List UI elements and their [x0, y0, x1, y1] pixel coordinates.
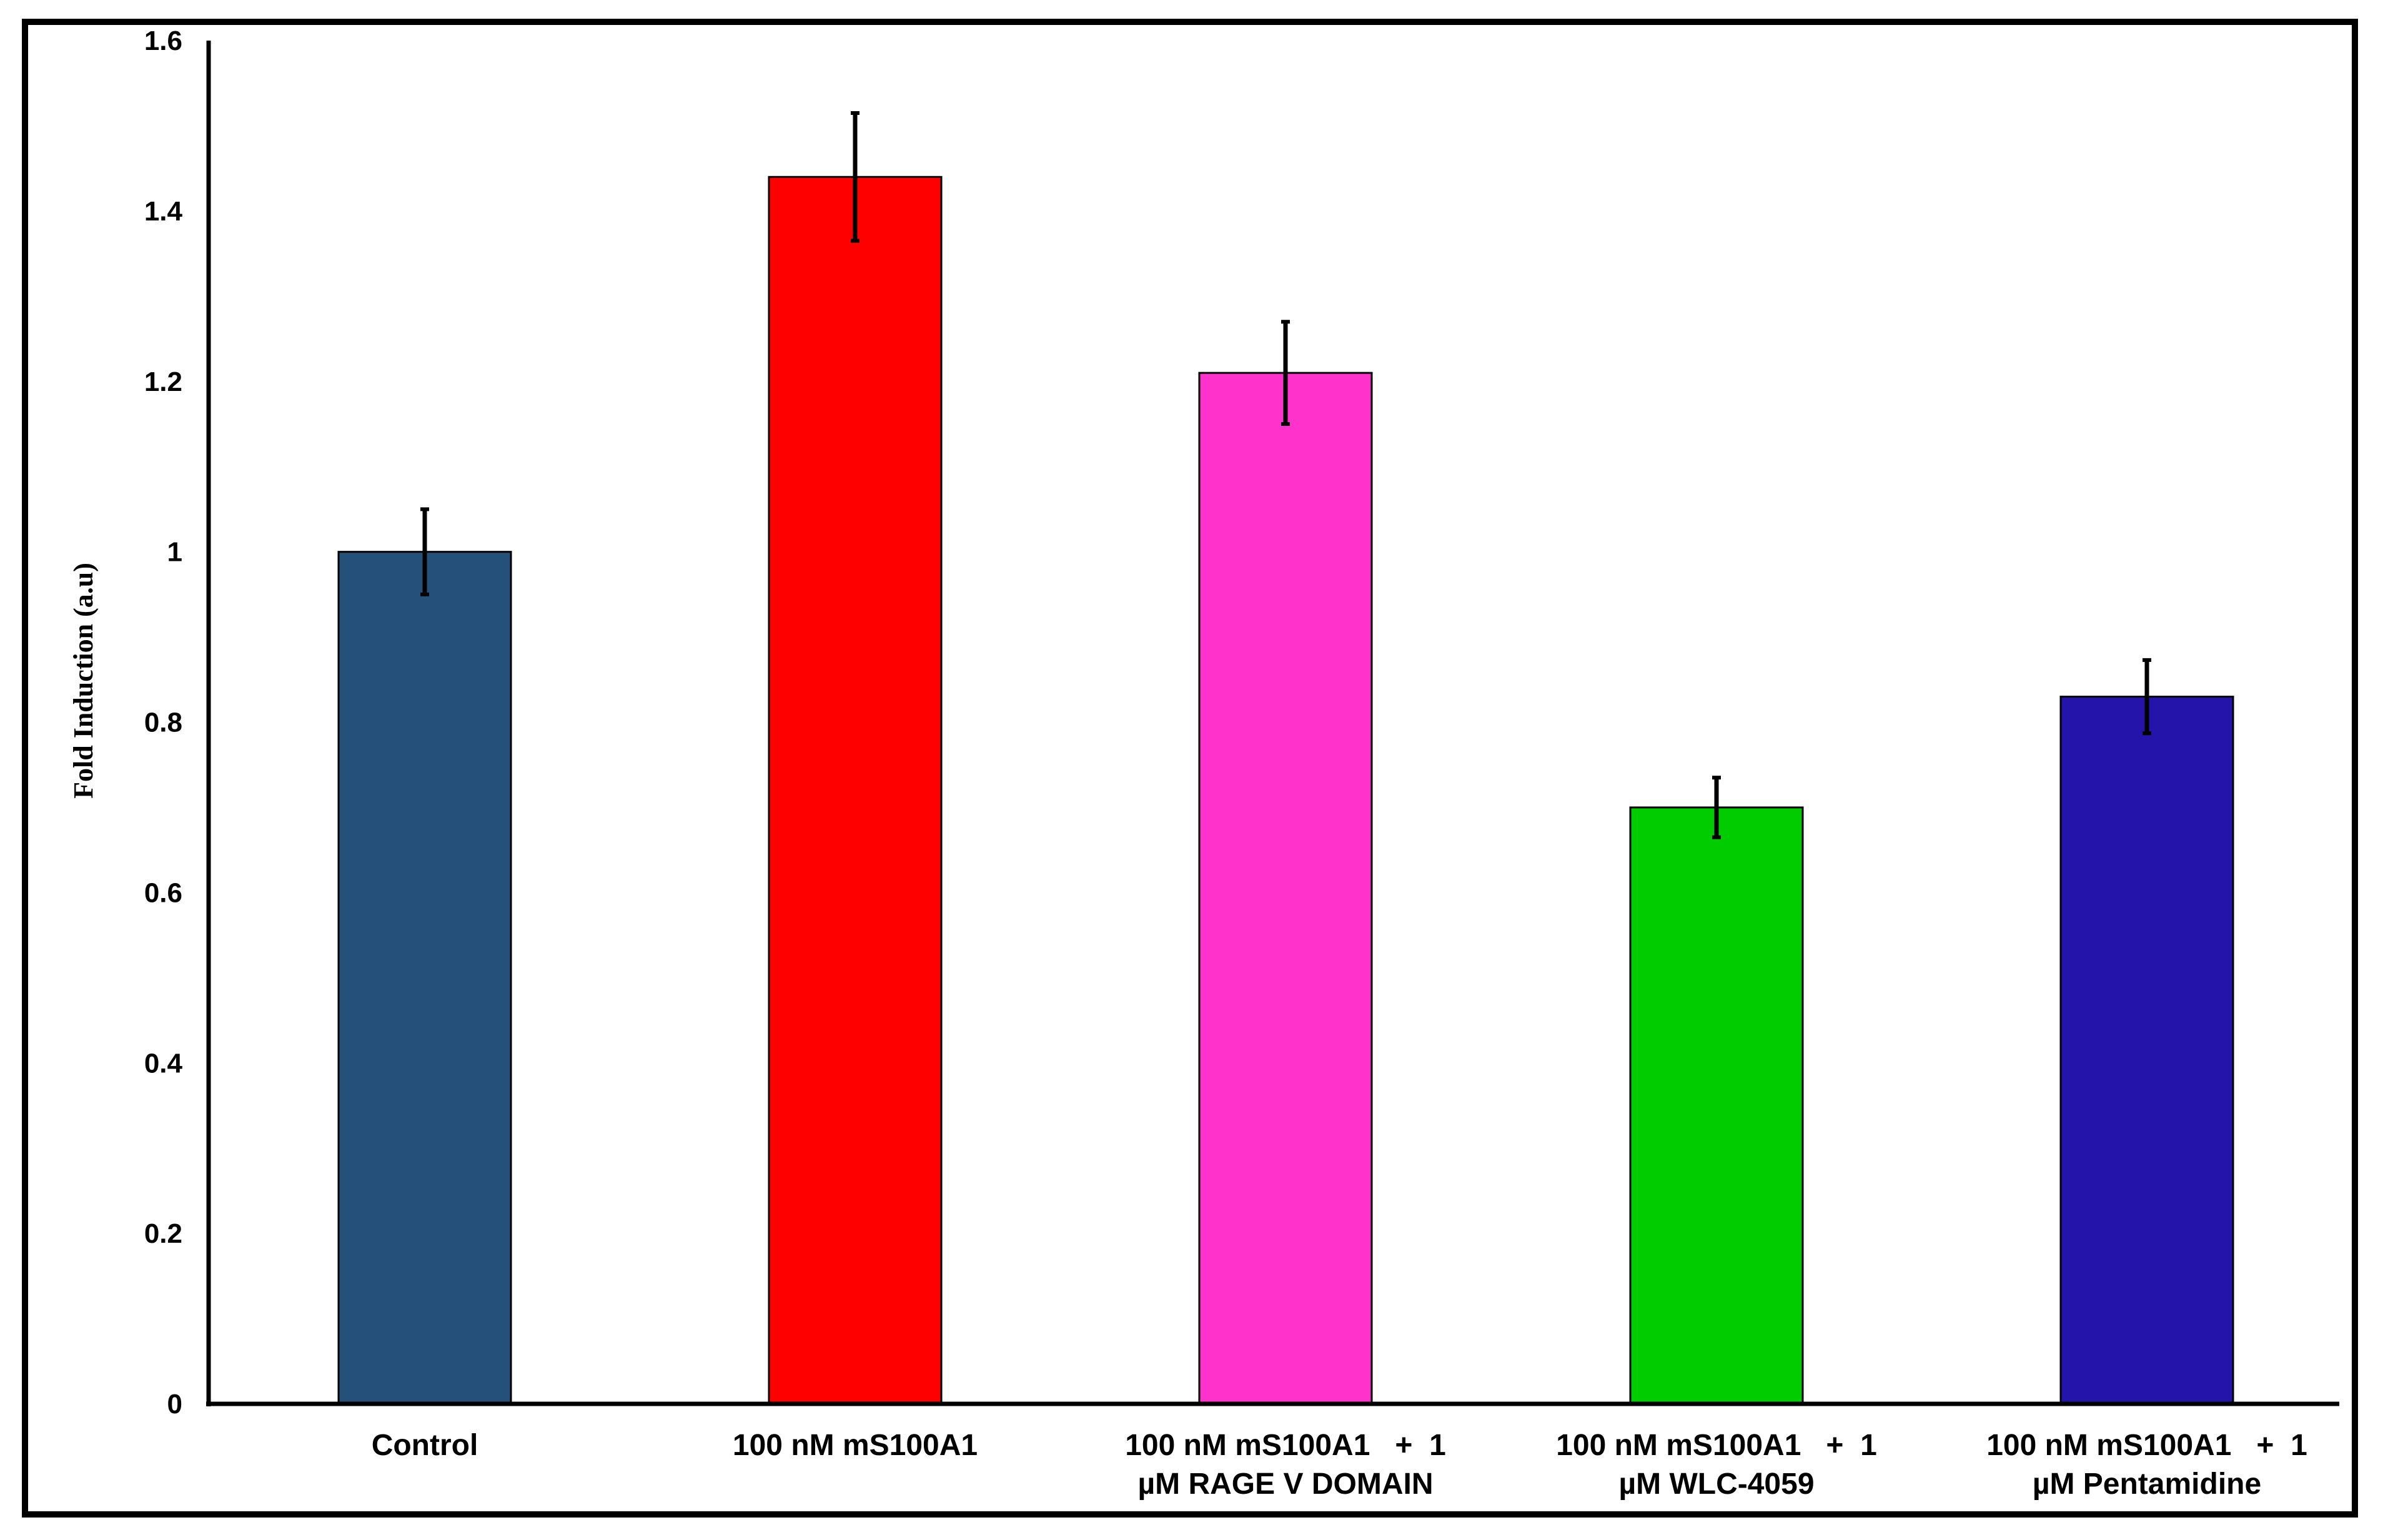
y-tick-label-8: 1.6 — [144, 26, 182, 56]
bars-layer — [337, 175, 2234, 1405]
category-label-1: 100 nM mS100A1 — [733, 1429, 978, 1462]
y-axis-title: Fold Induction (a.u) — [68, 563, 99, 799]
category-label-3-line-0: 100 nM mS100A1 + 1 — [1556, 1429, 1877, 1462]
y-tick-label-0: 0 — [167, 1389, 182, 1419]
category-label-2: 100 nM mS100A1 + 1 µM RAGE V DOMAIN — [1125, 1429, 1446, 1501]
bar-1 — [768, 175, 943, 1405]
category-label-2-line-1: µM RAGE V DOMAIN — [1138, 1468, 1434, 1501]
bar-2 — [1198, 372, 1373, 1405]
y-tick-label-5: 1 — [167, 537, 182, 568]
y-tick-label-1: 0.2 — [144, 1218, 182, 1249]
category-label-4: 100 nM mS100A1 + 1 µM Pentamidine — [1986, 1429, 2307, 1501]
y-tick-labels: 0 0.2 0.4 0.6 0.8 1 1.2 1.4 1.6 — [144, 26, 183, 1419]
y-tick-label-7: 1.4 — [144, 196, 183, 227]
category-label-2-line-0: 100 nM mS100A1 + 1 — [1125, 1429, 1446, 1462]
y-tick-label-3: 0.6 — [144, 877, 182, 908]
error-bars-layer — [420, 111, 2151, 839]
category-label-3: 100 nM mS100A1 + 1 µM WLC-4059 — [1556, 1429, 1877, 1501]
bar-3 — [1629, 806, 1804, 1405]
category-label-0-line-0: Control — [372, 1429, 478, 1462]
category-label-4-line-1: µM Pentamidine — [2033, 1468, 2261, 1501]
bar-4 — [2059, 696, 2234, 1405]
bar-0 — [337, 551, 512, 1405]
y-tick-label-4: 0.8 — [144, 708, 182, 738]
y-tick-label-6: 1.2 — [144, 367, 182, 397]
category-label-0: Control — [372, 1429, 478, 1462]
category-label-3-line-1: µM WLC-4059 — [1618, 1468, 1814, 1501]
y-tick-label-2: 0.4 — [144, 1048, 183, 1078]
axes-layer — [206, 41, 2339, 1406]
category-labels: Control 100 nM mS100A1 100 nM mS100A1 + 1 µ… — [372, 1429, 2307, 1501]
category-label-4-line-0: 100 nM mS100A1 + 1 — [1986, 1429, 2307, 1462]
category-label-1-line-0: 100 nM mS100A1 — [733, 1429, 978, 1462]
